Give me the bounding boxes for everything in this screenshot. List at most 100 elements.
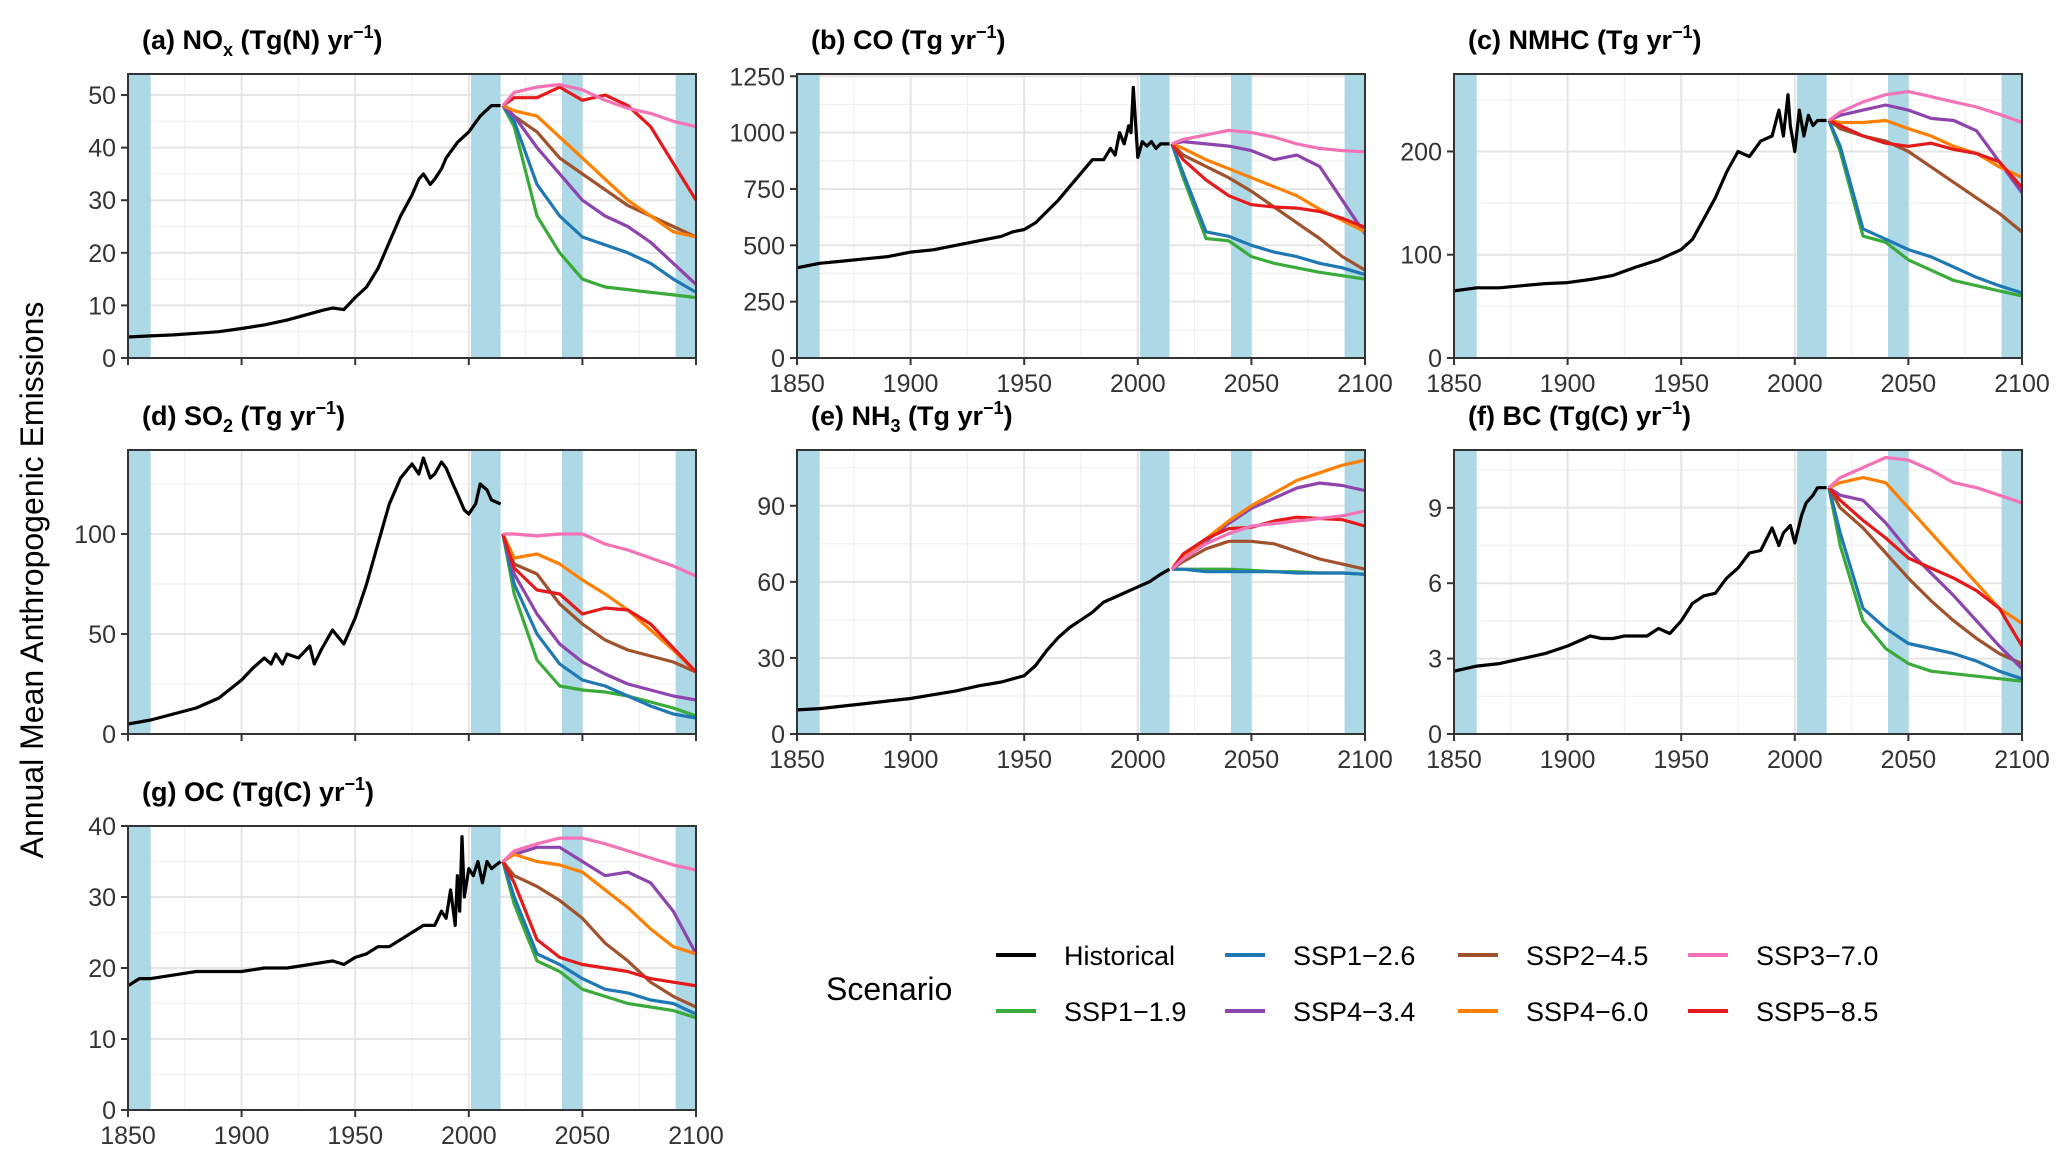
highlight-period [471,450,501,734]
title-part-title_sub: 3 [891,416,901,436]
highlight-period [561,74,583,358]
y-tick-label: 0 [102,721,116,749]
panel-title-g: (g) OC (Tg(C) yr−1) [142,774,374,807]
series-line-ssp434 [1828,103,2022,194]
y-tick-label: 6 [1428,570,1442,598]
series-line-ssp460 [501,533,696,674]
title-part-title_unit: (Tg(N) yr [233,25,353,55]
y-tick-label: 60 [757,569,785,597]
title-part-title_exp: −1 [1661,398,1682,418]
series-line-historical [1454,93,1827,293]
series-line-ssp126 [1827,119,2022,295]
series-line-ssp370 [501,836,696,872]
panel-title-a: (a) NOx (Tg(N) yr−1) [142,22,383,60]
title-part-title_unit: (Tg yr [1590,25,1673,55]
title-part-title_prefix: (g) OC [142,777,224,807]
series-line-ssp126 [501,104,696,294]
title-part-title_close: ) [997,25,1006,55]
legend-label: Historical [1064,941,1175,971]
x-tick-label: 2100 [1337,370,1393,398]
series-line-historical [128,456,502,726]
series-line-ssp434 [502,845,696,955]
y-tick-label: 30 [757,645,785,673]
title-part-title_exp: −1 [353,22,374,42]
title-part-title_exp: −1 [316,398,337,418]
series-line-historical [128,104,501,339]
x-tick-label: 1850 [769,370,825,398]
series-line-ssp126 [501,533,696,720]
series-line-historical [128,835,502,988]
series-line-ssp434 [501,533,696,702]
highlight-period [1230,450,1252,734]
legend-title: Scenario [826,971,952,1007]
x-tick-label: 1900 [883,370,939,398]
x-tick-label: 1950 [327,1122,383,1150]
title-part-title_close: ) [336,401,345,431]
highlight-period [128,826,151,1110]
panel-g: 0 10 20 30 40 1850 1900 1950 2000 2050 2100 (g) OC … [88,774,724,1150]
y-tick-label: 500 [743,232,785,260]
panel-border [1453,73,2023,359]
series-line-ssp119 [501,533,696,718]
panel-title-e: (e) NH3 (Tg yr−1) [811,398,1013,436]
title-part-title_exp: −1 [976,22,997,42]
highlight-period [797,74,820,358]
title-part-title_unit: (Tg yr [901,401,984,431]
x-tick-label: 2050 [1881,370,1937,398]
highlight-period [1140,450,1170,734]
highlight-period [797,450,820,734]
panel-d: 0 50 100 (d) SO2 (Tg yr−1) [74,398,697,749]
title-part-title_prefix: (f) BC [1468,401,1541,431]
series-line-ssp585 [501,533,696,674]
title-part-title_exp: −1 [1672,22,1693,42]
series-line-ssp460 [502,852,696,956]
x-tick-label: 2100 [1994,746,2050,774]
y-tick-label: 3 [1428,646,1442,674]
panel-border [796,449,1366,735]
highlight-period [1230,74,1252,358]
legend-label: SSP1−2.6 [1293,941,1415,971]
series-line-ssp370 [1827,455,2022,505]
series-line-ssp585 [1828,119,2022,189]
x-tick-label: 2000 [1767,370,1823,398]
x-tick-label: 1900 [214,1122,270,1150]
panel-border [127,449,697,735]
y-tick-label: 750 [743,176,785,204]
x-tick-label: 1850 [1426,746,1482,774]
legend-item-ssp434: SSP4−3.4 [1225,997,1415,1027]
y-tick-label: 0 [102,345,116,373]
panel-border [127,73,697,359]
highlight-period [675,450,696,734]
y-tick-label: 40 [88,813,116,841]
y-tick-label: 100 [1400,242,1442,270]
y-tick-label: 30 [88,884,116,912]
series-line-ssp585 [1827,486,2022,647]
highlight-period [1454,450,1477,734]
series-line-ssp245 [501,104,696,239]
series-line-ssp585 [1170,142,1365,229]
panel-c: 0 100 200 1850 1900 1950 2000 2050 2100 (c) NMHC … [1400,22,2050,398]
series-line-ssp119 [501,861,696,1020]
series-line-ssp126 [1171,567,1365,576]
series-line-historical [797,85,1170,270]
series-line-ssp119 [501,104,696,300]
title-part-title_close: ) [365,777,374,807]
series-line-ssp370 [1171,128,1365,154]
title-part-title_close: ) [1004,401,1013,431]
series-line-historical [797,567,1171,712]
y-tick-label: 250 [743,289,785,317]
series-line-ssp370 [1827,90,2022,125]
panel-e: 0 30 60 90 1850 1900 1950 2000 2050 2100 (e) NH3 (… [757,398,1393,774]
series-line-ssp460 [1828,476,2022,625]
series-line-ssp370 [1170,509,1365,571]
panel-b: 0 250 500 750 1000 1250 1850 1900 1950 2000 2050 21… [729,22,1392,398]
title-part-title_exp: −1 [983,398,1004,418]
y-tick-label: 30 [88,187,116,215]
x-tick-label: 1950 [996,746,1052,774]
highlight-period [1887,450,1909,734]
highlight-period [128,450,151,734]
highlight-period [128,74,151,358]
title-part-title_prefix: (a) NO [142,25,223,55]
legend-item-ssp245: SSP2−4.5 [1458,941,1648,971]
